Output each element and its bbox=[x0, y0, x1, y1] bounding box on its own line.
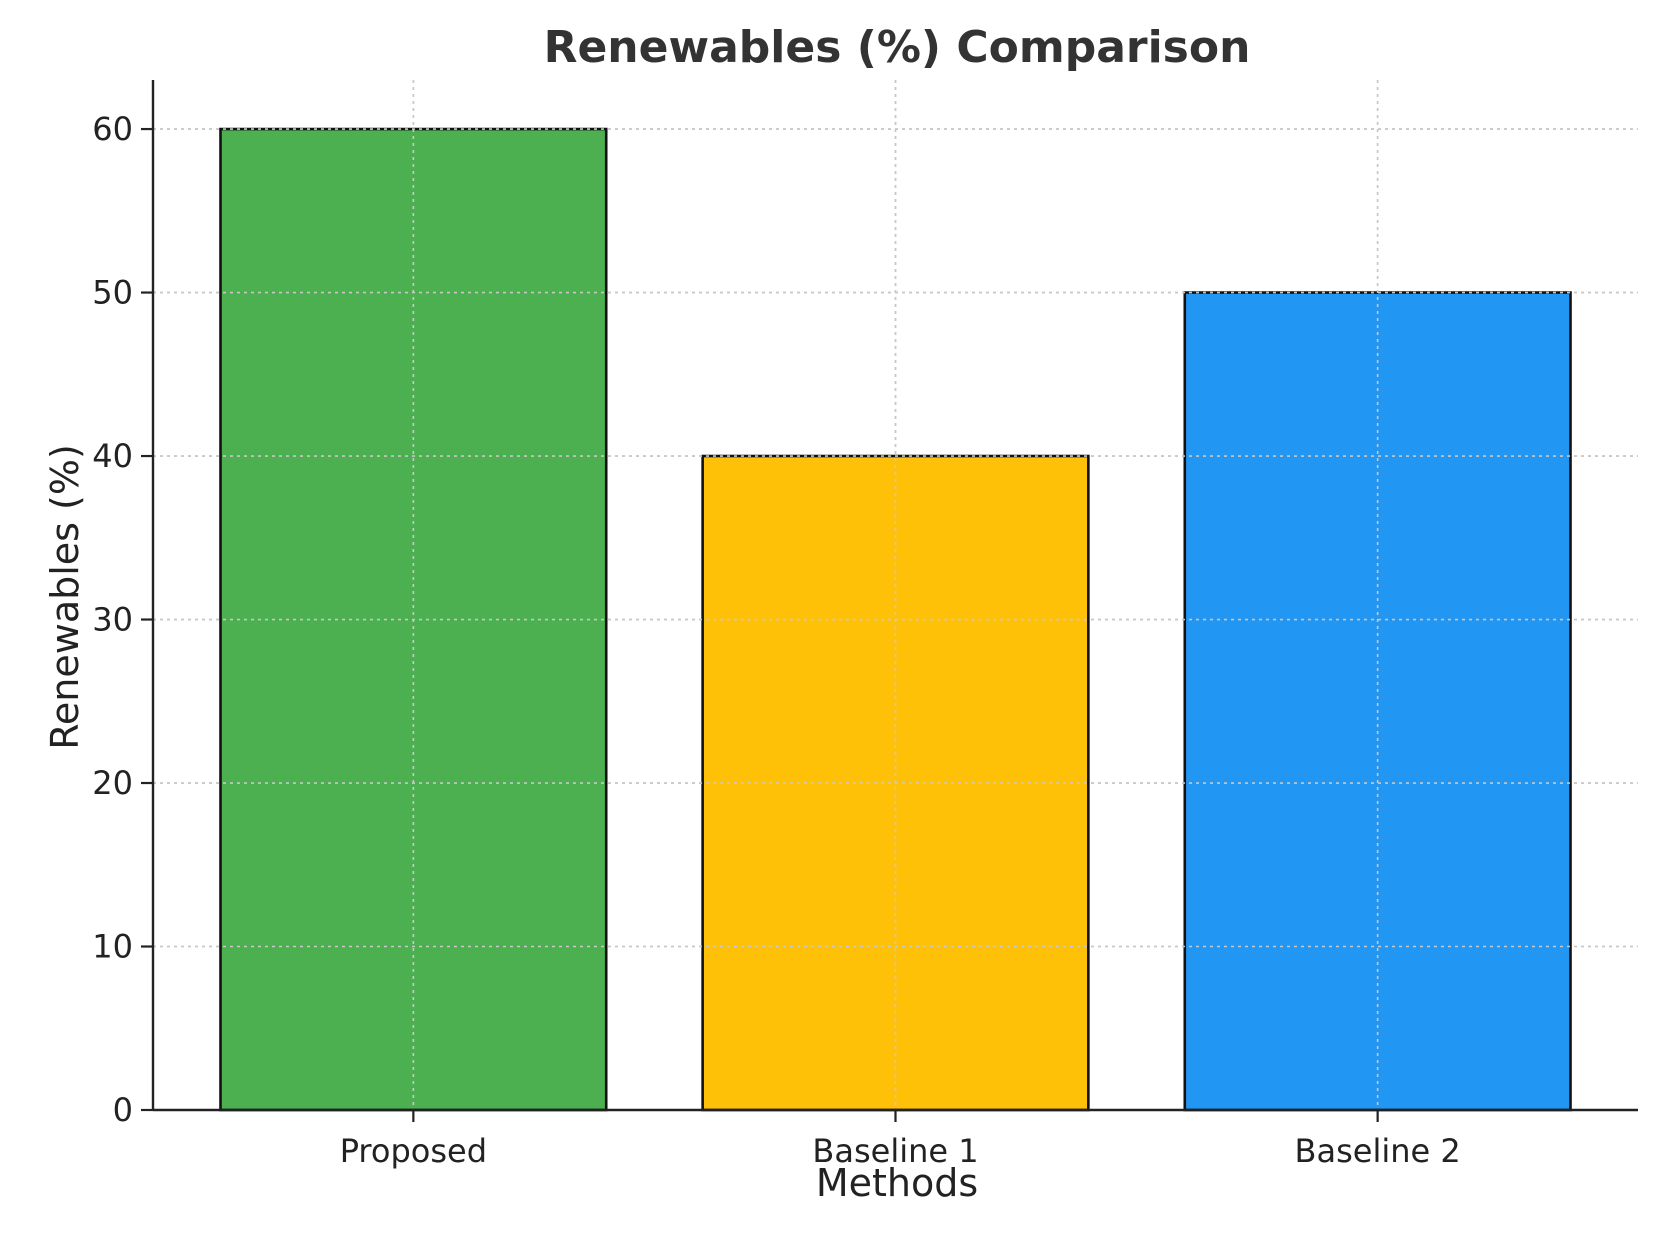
y-tick-label: 0 bbox=[113, 1091, 133, 1129]
y-tick-label: 20 bbox=[92, 764, 133, 802]
y-tick-label: 40 bbox=[92, 437, 133, 475]
x-tick-label: Baseline 1 bbox=[812, 1132, 978, 1170]
x-ticks: Proposed Baseline 1 Baseline 2 bbox=[340, 1110, 1461, 1170]
y-tick-label: 10 bbox=[92, 928, 133, 966]
y-tick-label: 30 bbox=[92, 601, 133, 639]
y-tick-label: 60 bbox=[92, 110, 133, 148]
y-ticks: 0 10 20 30 40 50 60 bbox=[92, 110, 153, 1129]
y-axis-label: Renewables (%) bbox=[43, 444, 87, 750]
y-tick-label: 50 bbox=[92, 274, 133, 312]
bar-baseline-2 bbox=[1183, 291, 1572, 1112]
chart-title: Renewables (%) Comparison bbox=[544, 22, 1251, 73]
grid-overlay bbox=[153, 80, 1638, 1110]
x-tick-label: Baseline 2 bbox=[1295, 1132, 1461, 1170]
x-axis-label: Methods bbox=[816, 1161, 978, 1205]
x-tick-label: Proposed bbox=[340, 1132, 487, 1170]
